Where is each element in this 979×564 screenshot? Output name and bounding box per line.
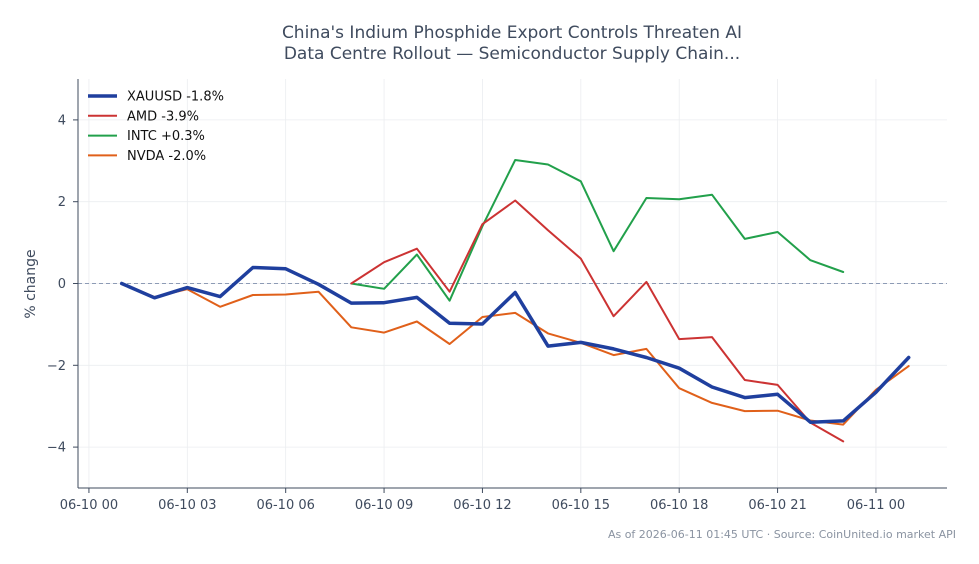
x-tick-label: 06-10 21 xyxy=(748,498,806,513)
chart-title-line-1: China's Indium Phosphide Export Controls… xyxy=(282,23,742,43)
legend: XAUUSD -1.8% AMD -3.9% INTC +0.3% NVDA -2.0… xyxy=(88,90,224,164)
y-axis-label: % change xyxy=(23,249,39,318)
y-tick-label: 0 xyxy=(58,277,66,292)
source-note: As of 2026-06-11 01:45 UTC · Source: Coi… xyxy=(608,528,956,541)
x-tick-label: 06-10 00 xyxy=(60,498,118,513)
y-tick-label: 2 xyxy=(58,195,66,210)
x-tick-label: 06-10 09 xyxy=(355,498,413,513)
axes: 06-10 00 06-10 03 06-10 06 06-10 09 06-10 12… xyxy=(47,79,947,513)
legend-label: XAUUSD -1.8% xyxy=(127,90,224,105)
x-tick-label: 06-11 00 xyxy=(847,498,905,513)
series-line-nvda xyxy=(120,282,910,426)
legend-label: AMD -3.9% xyxy=(127,109,199,124)
legend-label: INTC +0.3% xyxy=(127,129,205,144)
series-line-xauusd xyxy=(119,265,911,424)
y-tick-label: −2 xyxy=(47,359,66,374)
x-tick-label: 06-10 12 xyxy=(453,498,511,513)
x-tick-label: 06-10 06 xyxy=(256,498,314,513)
y-tick-label: −4 xyxy=(47,441,66,456)
y-tick-label: 4 xyxy=(58,113,66,128)
chart-title-line-2: Data Centre Rollout — Semiconductor Supp… xyxy=(284,44,740,64)
x-tick-label: 06-10 03 xyxy=(158,498,216,513)
series-lines xyxy=(119,159,911,443)
x-tick-label: 06-10 15 xyxy=(552,498,610,513)
x-tick-label: 06-10 18 xyxy=(650,498,708,513)
legend-label: NVDA -2.0% xyxy=(127,149,206,164)
series-line-intc xyxy=(350,159,845,302)
